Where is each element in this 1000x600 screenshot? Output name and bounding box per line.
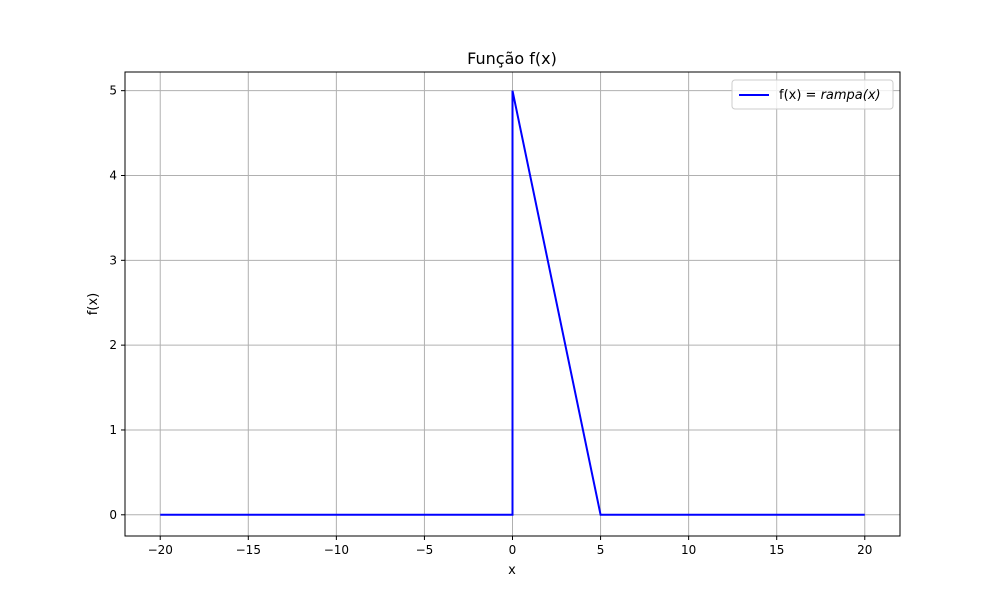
y-axis: 0 1 2 3 4 5 xyxy=(109,84,125,522)
y-tick-label: 3 xyxy=(109,253,117,267)
y-tick-label: 5 xyxy=(109,84,117,98)
x-tick-label: 5 xyxy=(597,543,605,557)
x-tick-label: 0 xyxy=(509,543,517,557)
y-tick-label: 0 xyxy=(109,508,117,522)
x-tick-label: 15 xyxy=(769,543,784,557)
chart-title: Função f(x) xyxy=(467,49,557,68)
x-axis-label: x xyxy=(508,563,516,578)
legend-entry-prefix: f(x) = xyxy=(779,88,821,103)
y-tick-label: 1 xyxy=(109,423,117,437)
x-tick-label: 10 xyxy=(681,543,696,557)
x-tick-label: 20 xyxy=(857,543,872,557)
series-layer xyxy=(160,90,865,516)
x-tick-label: −10 xyxy=(324,543,349,557)
legend: f(x) = rampa(x) xyxy=(731,79,894,110)
y-axis-label: f(x) xyxy=(86,293,101,315)
y-tick-label: 4 xyxy=(109,168,117,182)
x-tick-label: −5 xyxy=(416,543,434,557)
x-tick-label: −20 xyxy=(148,543,173,557)
legend-box xyxy=(731,79,894,110)
legend-entry-math: rampa(x) xyxy=(821,88,881,103)
y-tick-label: 2 xyxy=(109,338,117,352)
x-axis: −20 −15 −10 −5 0 5 10 15 20 xyxy=(148,536,872,557)
legend-entry: f(x) = rampa(x) xyxy=(779,88,881,103)
x-tick-label: −15 xyxy=(236,543,261,557)
series-line xyxy=(160,90,865,516)
